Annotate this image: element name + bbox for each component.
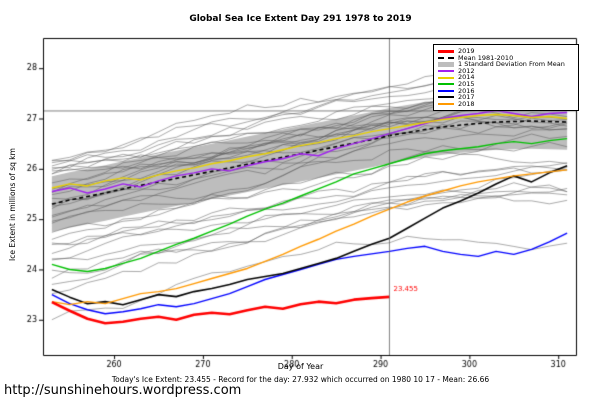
legend-swatch (438, 96, 454, 99)
legend-swatch (438, 103, 454, 106)
legend-swatch (438, 70, 454, 73)
legend-label: 2012 (458, 67, 475, 75)
legend-label: 2015 (458, 80, 475, 88)
legend: 2019 Mean 1981-2010 1 Standard Deviation F… (433, 44, 579, 112)
legend-swatch (438, 83, 454, 86)
legend-label: 2019 (458, 48, 475, 55)
legend-item: 2016 (438, 88, 574, 95)
legend-item: 2017 (438, 94, 574, 101)
stats-footer: Today's Ice Extent: 23.455 - Record for … (111, 375, 490, 384)
chart-title: Global Sea Ice Extent Day 291 1978 to 20… (189, 14, 412, 24)
legend-label: 1 Standard Deviation From Mean (458, 61, 565, 68)
legend-swatch (438, 89, 454, 92)
legend-item: 2014 (438, 74, 574, 81)
legend-item: 2012 (438, 68, 574, 75)
legend-item: 1 Standard Deviation From Mean (438, 61, 574, 68)
legend-swatch (438, 49, 454, 53)
legend-label: 2018 (458, 100, 475, 108)
legend-item: 2019 (438, 48, 574, 55)
legend-label: Mean 1981-2010 (458, 54, 514, 62)
legend-item: Mean 1981-2010 (438, 55, 574, 62)
legend-label: 2016 (458, 87, 475, 95)
x-axis-label: Day of Year (277, 362, 324, 371)
legend-swatch (438, 61, 454, 67)
legend-item: 2018 (438, 101, 574, 108)
legend-label: 2017 (458, 94, 475, 101)
legend-label: 2014 (458, 74, 475, 81)
source-url: http://sunshinehours.wordpress.com (4, 383, 242, 398)
legend-swatch (438, 76, 454, 79)
legend-item: 2015 (438, 81, 574, 88)
y-axis-label: Ice Extent in millions of sq km (8, 148, 17, 262)
legend-swatch (438, 56, 454, 59)
